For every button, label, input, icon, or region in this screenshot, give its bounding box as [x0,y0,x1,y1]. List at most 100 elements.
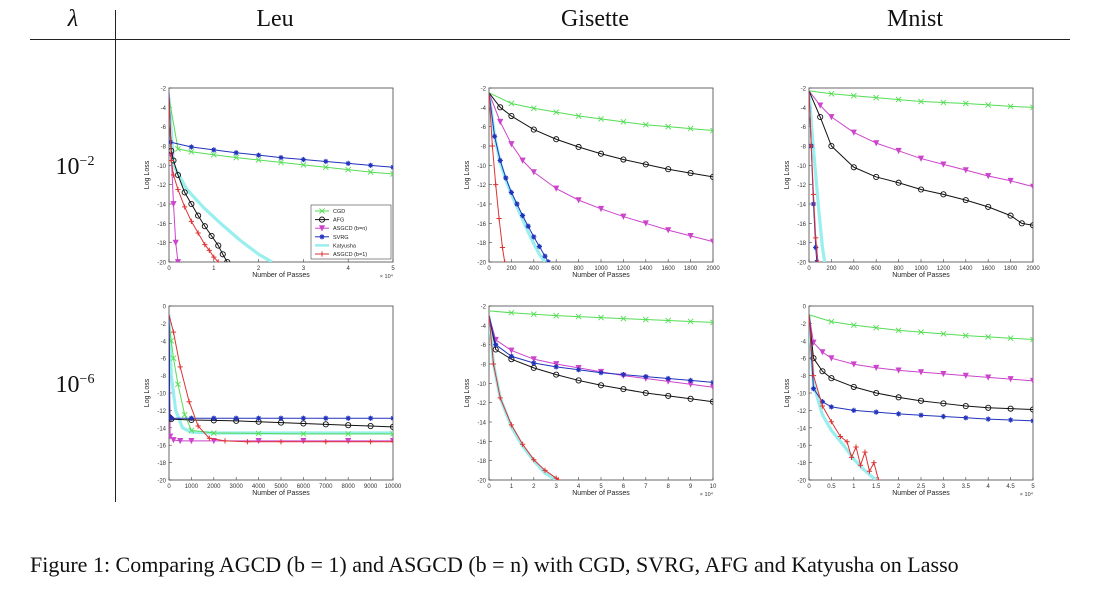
legend-label: SVRG [333,235,349,241]
data-point [873,389,880,397]
data-point [390,439,393,445]
chart-svg: 0-2-4-6-8-10-12-14-16-18-200 1000 2000 3000… [144,305,402,498]
data-point [985,173,992,180]
y-tick-label: -12 [797,183,806,189]
series-asgcd-b-1 [489,315,562,480]
y-tick-label: -12 [477,401,486,407]
y-tick-label: -14 [797,203,806,209]
data-point [278,155,284,161]
y-tick-label: -8 [161,145,167,151]
data-point [665,166,672,173]
data-point [182,204,188,210]
data-point [553,136,560,143]
x-tick-label: 5 [391,266,395,272]
x-tick-label: 4 [347,266,351,272]
series-asgcd-b-1 [809,90,821,262]
series-line [809,90,827,262]
data-point [493,182,499,188]
data-point [531,234,537,240]
y-tick-label: -14 [477,421,486,427]
y-tick-label: -6 [801,125,807,131]
data-point [175,186,181,193]
data-point [709,173,713,180]
data-point [687,395,694,402]
data-point [837,433,843,440]
data-point [895,327,902,334]
data-point [895,394,902,401]
data-point [598,314,604,321]
series-svrg [809,314,1033,424]
data-point [1007,405,1014,412]
data-point [1030,336,1033,343]
data-point [555,477,562,480]
data-point [300,437,307,445]
x-tick-label: 8000 [342,484,356,490]
series-katyusha [809,90,827,262]
data-point [687,125,694,132]
data-point [815,259,821,262]
data-point [169,157,174,164]
data-point [188,200,195,208]
data-point [531,457,537,463]
plot-area [168,305,394,481]
data-point [300,420,307,427]
y-tick-label: -8 [481,363,487,369]
x-tick-label: 5000 [274,484,288,490]
data-point [536,243,542,250]
x-tick-label: 1 [212,266,216,272]
chart-gisette-lambda-1e-2: -2 -4 -6 -8 -10 -12 -14 -16 -18 -20 0 200 400 600 800 1… [455,78,735,288]
data-point [520,213,526,219]
data-point [575,143,582,151]
series-katyusha [809,314,878,480]
data-point [620,213,627,220]
data-point [850,383,857,390]
y-tick-label: -6 [481,125,487,131]
x-tick-label: 2 [897,484,901,490]
data-point [255,157,262,163]
data-point [211,147,217,153]
data-point [963,415,969,421]
data-point [222,438,228,444]
data-point [598,370,604,376]
y-tick-label: -10 [797,392,806,398]
series-line [489,315,713,383]
data-point [810,191,817,197]
series-cgd [489,309,713,326]
y-axis-label: Log Loss [144,378,151,407]
legend-entry: ASGCD (b=1) [315,251,367,258]
row-label-rule [115,10,116,502]
x-tick-label: 200 [506,266,517,272]
data-point [345,415,351,421]
data-point [857,462,864,468]
x-tick-label: 0 [487,484,491,490]
x-tick-label: 1200 [937,266,951,272]
y-tick-label: -20 [477,479,486,485]
x-tick-label: 0 [167,266,171,272]
x-tick-label: 1400 [959,266,973,272]
data-point [862,449,868,455]
data-point [985,333,992,340]
data-point [962,332,969,339]
data-point [1007,212,1014,219]
data-point [828,114,835,121]
chart-svg: 0-2-4-6-8-10-12-14-16-18-200 0.5 1 1.5 2 2.5 3… [784,305,1035,499]
y-tick-label: -2 [801,322,807,328]
series-svrg [489,315,713,385]
data-point [710,127,713,134]
data-point [665,227,672,234]
data-point [1018,220,1025,227]
y-tick-label: -8 [801,145,807,151]
chart-svg: -2 -4 -6 -8 -10 -12 -14 -16 -18 -200 1 2 3 4 5 6 7 8 9 10× … [464,305,717,499]
data-point [917,397,925,404]
data-point [810,373,817,379]
x-tick-label: 0 [807,266,811,272]
data-point [962,100,969,107]
data-point [499,244,506,251]
data-point [169,433,174,440]
data-point [940,370,947,378]
series-line [809,314,878,480]
x-tick-label: 2000 [207,484,221,490]
x-axis-label: Number of Passes [572,490,630,497]
series-line [489,315,713,388]
data-point [170,201,177,208]
